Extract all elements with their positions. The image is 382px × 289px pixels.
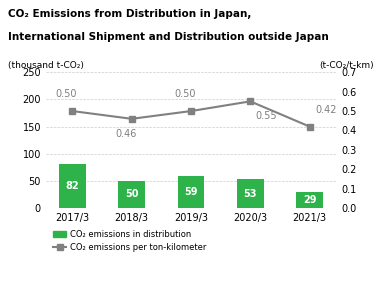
Bar	[237, 179, 264, 208]
Text: CO₂ Emissions from Distribution in Japan,: CO₂ Emissions from Distribution in Japan…	[8, 9, 251, 19]
Text: 29: 29	[303, 195, 316, 205]
Bar	[178, 176, 204, 208]
Text: 0.50: 0.50	[56, 89, 77, 99]
Text: 0.50: 0.50	[174, 89, 196, 99]
Bar	[59, 164, 86, 208]
Text: International Shipment and Distribution outside Japan: International Shipment and Distribution …	[8, 32, 329, 42]
Text: 53: 53	[244, 189, 257, 199]
Text: 50: 50	[125, 190, 138, 199]
Text: (thousand t-CO₂): (thousand t-CO₂)	[8, 61, 84, 70]
Text: 59: 59	[184, 187, 198, 197]
Text: (t-CO₂/t-km): (t-CO₂/t-km)	[320, 61, 374, 70]
Text: 0.42: 0.42	[315, 105, 337, 115]
Bar	[296, 192, 323, 208]
Text: 0.46: 0.46	[115, 129, 136, 139]
Bar	[118, 181, 145, 208]
Text: 82: 82	[66, 181, 79, 191]
Legend: CO₂ emissions in distribution, CO₂ emissions per ton-kilometer: CO₂ emissions in distribution, CO₂ emiss…	[50, 227, 210, 255]
Text: 0.55: 0.55	[256, 112, 277, 121]
